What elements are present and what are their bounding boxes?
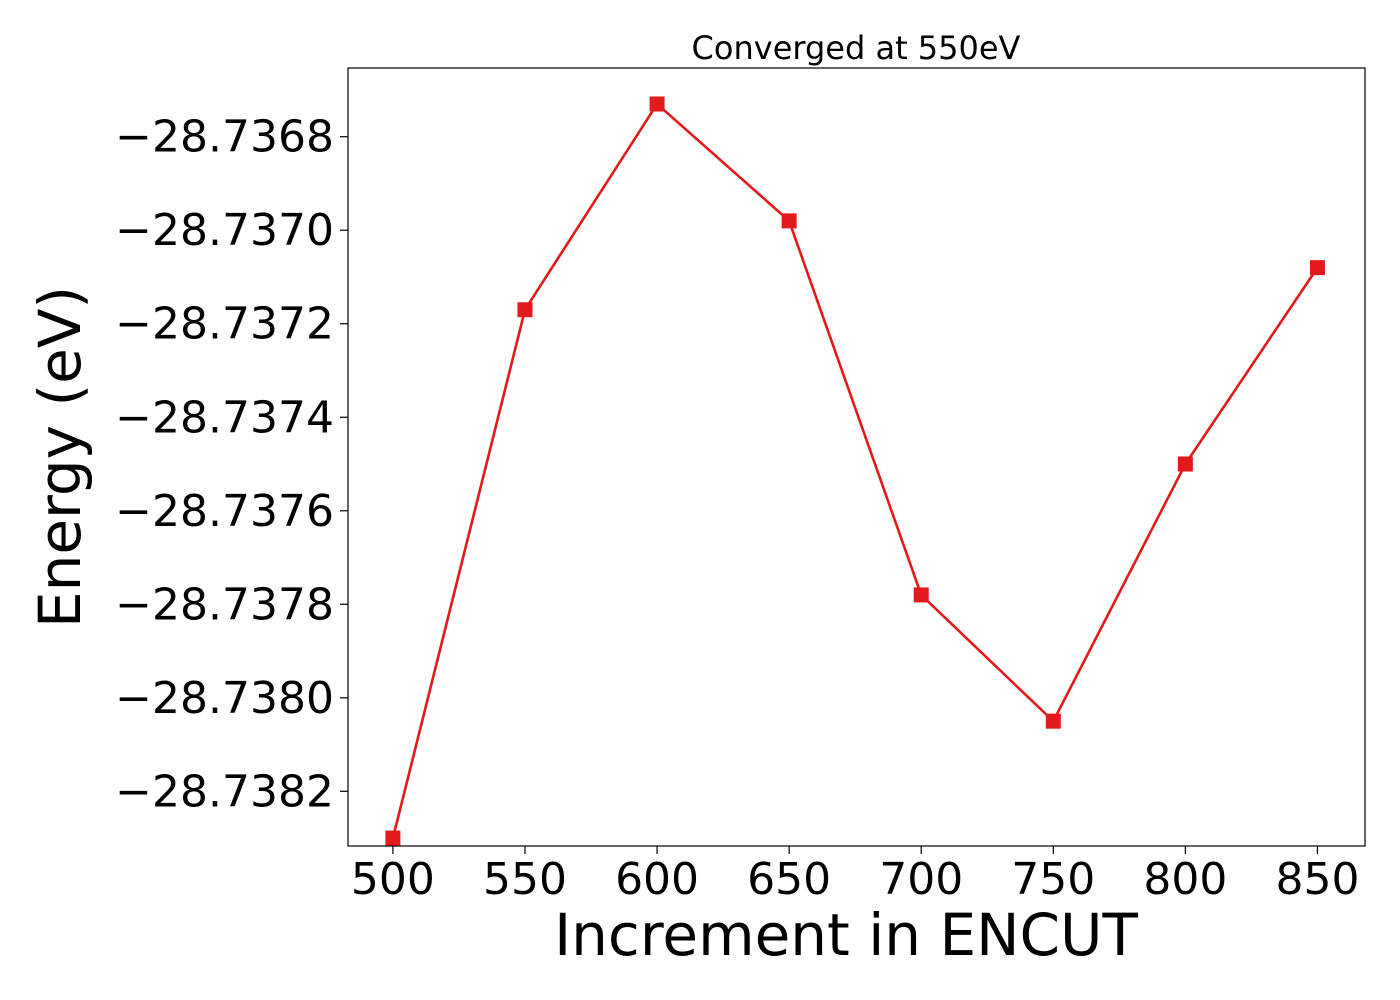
x-tick-label: 800 [1143, 854, 1227, 905]
data-point-marker [1309, 260, 1325, 276]
data-point-marker [517, 302, 533, 318]
chart-title: Converged at 550eV [692, 29, 1021, 67]
y-axis: −28.7382 −28.7380 −28.7378 −28.7376 −28.7374… [115, 112, 348, 817]
data-point-marker [649, 96, 665, 112]
y-tick-label: −28.7382 [115, 766, 334, 817]
x-tick-label: 500 [351, 854, 435, 905]
x-axis: 500 550 600 650 700 750 800 850 [351, 846, 1359, 905]
y-tick-label: −28.7380 [115, 673, 334, 724]
y-tick-label: −28.7378 [115, 579, 334, 630]
x-tick-label: 700 [879, 854, 963, 905]
y-tick-label: −28.7376 [115, 486, 334, 537]
plot-area-frame [347, 67, 1366, 847]
x-axis-label: Increment in ENCUT [554, 901, 1138, 969]
data-point-marker [1177, 456, 1193, 472]
series-line [391, 102, 1319, 839]
y-tick-label: −28.7368 [115, 112, 334, 163]
y-axis-label: Energy (eV) [26, 286, 94, 628]
y-tick-label: −28.7370 [115, 205, 334, 256]
x-tick-label: 550 [483, 854, 567, 905]
data-point-marker [781, 213, 797, 229]
y-tick-label: −28.7374 [115, 392, 334, 443]
y-tick-label: −28.7372 [115, 299, 334, 350]
series-layer [385, 96, 1325, 846]
x-tick-label: 600 [615, 854, 699, 905]
x-tick-label: 850 [1275, 854, 1359, 905]
x-tick-label: 750 [1011, 854, 1095, 905]
data-point-marker [385, 830, 401, 846]
data-point-marker [1045, 713, 1061, 729]
x-tick-label: 650 [747, 854, 831, 905]
data-point-marker [913, 587, 929, 603]
